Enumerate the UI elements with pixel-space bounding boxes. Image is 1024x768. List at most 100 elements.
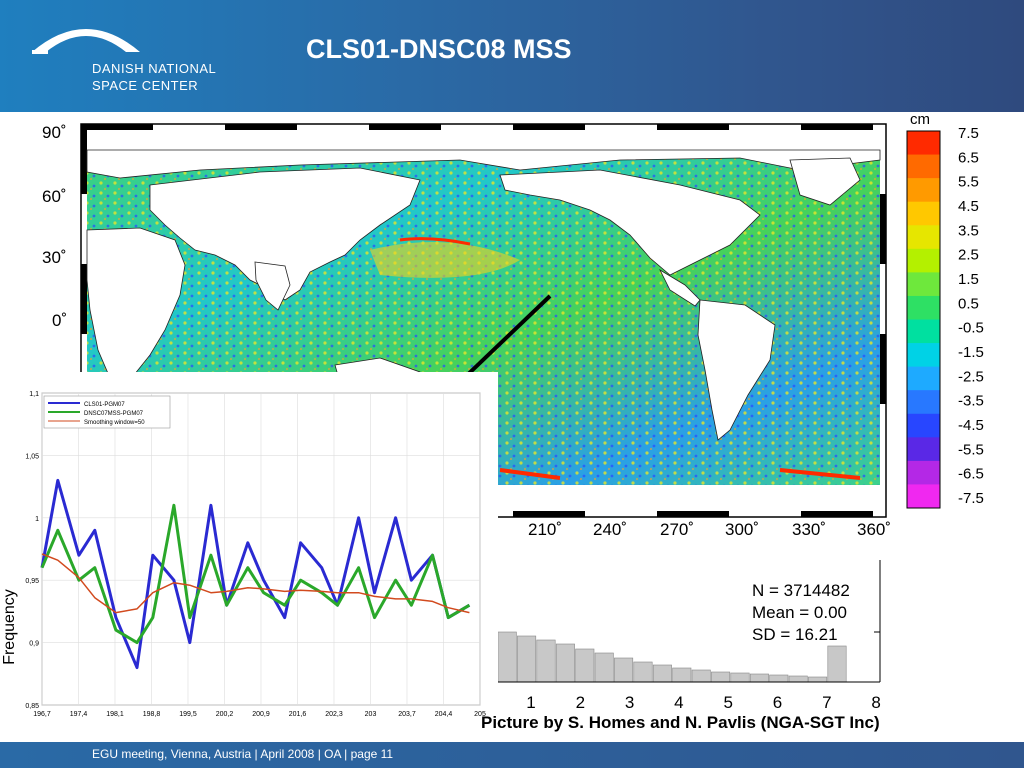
inset-legend: CLS01-PGM07 DNSC07MSS-PGM07 Smoothing wi… <box>43 395 171 429</box>
histogram-bar <box>652 664 672 683</box>
legend-label-smooth: Smoothing window=50 <box>84 420 145 426</box>
histogram-tick-label: 5 <box>723 693 732 712</box>
histogram: 1 2 3 4 5 6 7 8 <box>497 560 881 712</box>
histogram-bar <box>536 639 556 683</box>
inset-y-ticks: 1,1 1,05 1 0,95 0,9 0,85 <box>25 391 39 710</box>
y-tick-label: 1,05 <box>25 453 39 460</box>
colorbar-label: -4.5 <box>958 417 984 434</box>
histogram-bar <box>711 671 731 683</box>
legend-label-dnsc07: DNSC07MSS-PGM07 <box>84 411 144 417</box>
longitude-labels: 210˚ 240˚ 270˚ 300˚ 330˚ 360˚ <box>528 520 891 539</box>
histogram-bar <box>691 669 711 683</box>
y-tick-label: 0,85 <box>25 703 39 710</box>
colorbar-label: -3.5 <box>958 393 984 410</box>
x-tick-label: 200,9 <box>252 711 270 718</box>
colorbar-label: 7.5 <box>958 125 979 142</box>
histogram-bar <box>788 675 808 683</box>
logo-arc-icon <box>32 29 140 54</box>
histogram-bar <box>517 635 537 683</box>
colorbar-swatch <box>907 178 940 203</box>
y-tick-label: 0,95 <box>25 578 39 585</box>
lon-label: 270˚ <box>660 520 694 539</box>
legend-label-cls01: CLS01-PGM07 <box>84 402 125 408</box>
x-tick-label: 200,2 <box>216 711 234 718</box>
colorbar-swatch <box>907 460 940 485</box>
lat-label: 0˚ <box>52 311 67 330</box>
inset-line-chart: 1,1 1,05 1 0,95 0,9 0,85 196,7 197,4 198,1 198,8… <box>0 372 498 718</box>
x-tick-label: 196,7 <box>33 711 51 718</box>
histogram-bar <box>594 652 614 683</box>
histogram-bar <box>808 676 828 683</box>
histogram-tick-label: 4 <box>674 693 683 712</box>
latitude-labels: 90˚ 60˚ 30˚ 0˚ <box>42 123 67 330</box>
lat-label: 30˚ <box>42 248 67 267</box>
colorbar-label: 4.5 <box>958 198 979 215</box>
x-tick-label: 203 <box>365 711 377 718</box>
colorbar-unit: cm <box>910 111 930 128</box>
histogram-stats: N = 3714482 Mean = 0.00 SD = 16.21 <box>752 580 850 646</box>
lon-label: 300˚ <box>725 520 759 539</box>
logo-line-2: SPACE CENTER <box>92 78 199 93</box>
colorbar-swatch <box>907 154 940 179</box>
lon-label: 330˚ <box>792 520 826 539</box>
histogram-bar <box>633 661 653 683</box>
lon-label: 240˚ <box>593 520 627 539</box>
footer-text: EGU meeting, Vienna, Austria | April 200… <box>92 747 394 761</box>
x-tick-label: 197,4 <box>70 711 88 718</box>
x-tick-label: 205 <box>474 711 486 718</box>
colorbar-label: 0.5 <box>958 295 979 312</box>
colorbar-label: -7.5 <box>958 490 984 507</box>
y-tick-label: 1 <box>35 516 39 523</box>
histogram-bar <box>555 643 575 683</box>
histogram-bar <box>769 674 789 683</box>
colorbar-swatch <box>907 225 940 250</box>
colorbar-swatch <box>907 295 940 320</box>
x-tick-label: 198,8 <box>143 711 161 718</box>
x-tick-label: 199,5 <box>179 711 197 718</box>
histogram-bar <box>827 645 847 683</box>
colorbar-labels: 7.5 6.5 5.5 4.5 3.5 2.5 1.5 0.5 -0.5 -1.5 -2.5 -3.5… <box>958 125 984 507</box>
histogram-bar <box>672 667 692 683</box>
x-tick-label: 204,4 <box>435 711 453 718</box>
colorbar-swatches <box>907 131 940 509</box>
slide-title: CLS01-DNSC08 MSS <box>306 34 572 64</box>
histogram-bar <box>575 648 595 683</box>
logo-text: DANISH NATIONAL SPACE CENTER <box>92 60 216 94</box>
inset-x-ticks: 196,7 197,4 198,1 198,8 199,5 200,2 200,9 201,6… <box>33 711 486 718</box>
colorbar-label: 3.5 <box>958 222 979 239</box>
colorbar-swatch <box>907 366 940 391</box>
colorbar-swatch <box>907 343 940 368</box>
colorbar-swatch <box>907 390 940 415</box>
histogram-bar <box>749 673 769 683</box>
colorbar-label: 2.5 <box>958 247 979 264</box>
histogram-bar <box>614 657 634 683</box>
image-credit: Picture by S. Homes and N. Pavlis (NGA-S… <box>481 713 880 732</box>
histogram-tick-label: 2 <box>576 693 585 712</box>
colorbar-label: 6.5 <box>958 149 979 166</box>
histogram-bar <box>497 631 517 683</box>
histogram-tick-label: 7 <box>822 693 831 712</box>
colorbar-swatch <box>907 201 940 226</box>
colorbar-label: -6.5 <box>958 466 984 483</box>
colorbar-label: -5.5 <box>958 441 984 458</box>
lat-label: 60˚ <box>42 187 67 206</box>
colorbar-swatch <box>907 413 940 438</box>
lon-label: 210˚ <box>528 520 562 539</box>
x-tick-label: 203,7 <box>398 711 416 718</box>
lat-label: 90˚ <box>42 123 67 142</box>
colorbar-label: -0.5 <box>958 320 984 337</box>
histogram-tick-label: 6 <box>773 693 782 712</box>
colorbar-swatch <box>907 484 940 509</box>
stat-n: N = 3714482 <box>752 581 850 600</box>
land-masses <box>86 149 881 441</box>
colorbar-label: -2.5 <box>958 368 984 385</box>
histogram-bar <box>730 672 750 683</box>
stat-sd: SD = 16.21 <box>752 625 838 644</box>
histogram-tick-label: 3 <box>625 693 634 712</box>
slide-footer: EGU meeting, Vienna, Austria | April 200… <box>0 742 1024 768</box>
x-tick-label: 201,6 <box>289 711 307 718</box>
colorbar-swatch <box>907 319 940 344</box>
slide-header: DANISH NATIONAL SPACE CENTER CLS01-DNSC0… <box>0 0 1024 112</box>
colorbar-swatch <box>907 248 940 273</box>
x-tick-label: 202,3 <box>325 711 343 718</box>
